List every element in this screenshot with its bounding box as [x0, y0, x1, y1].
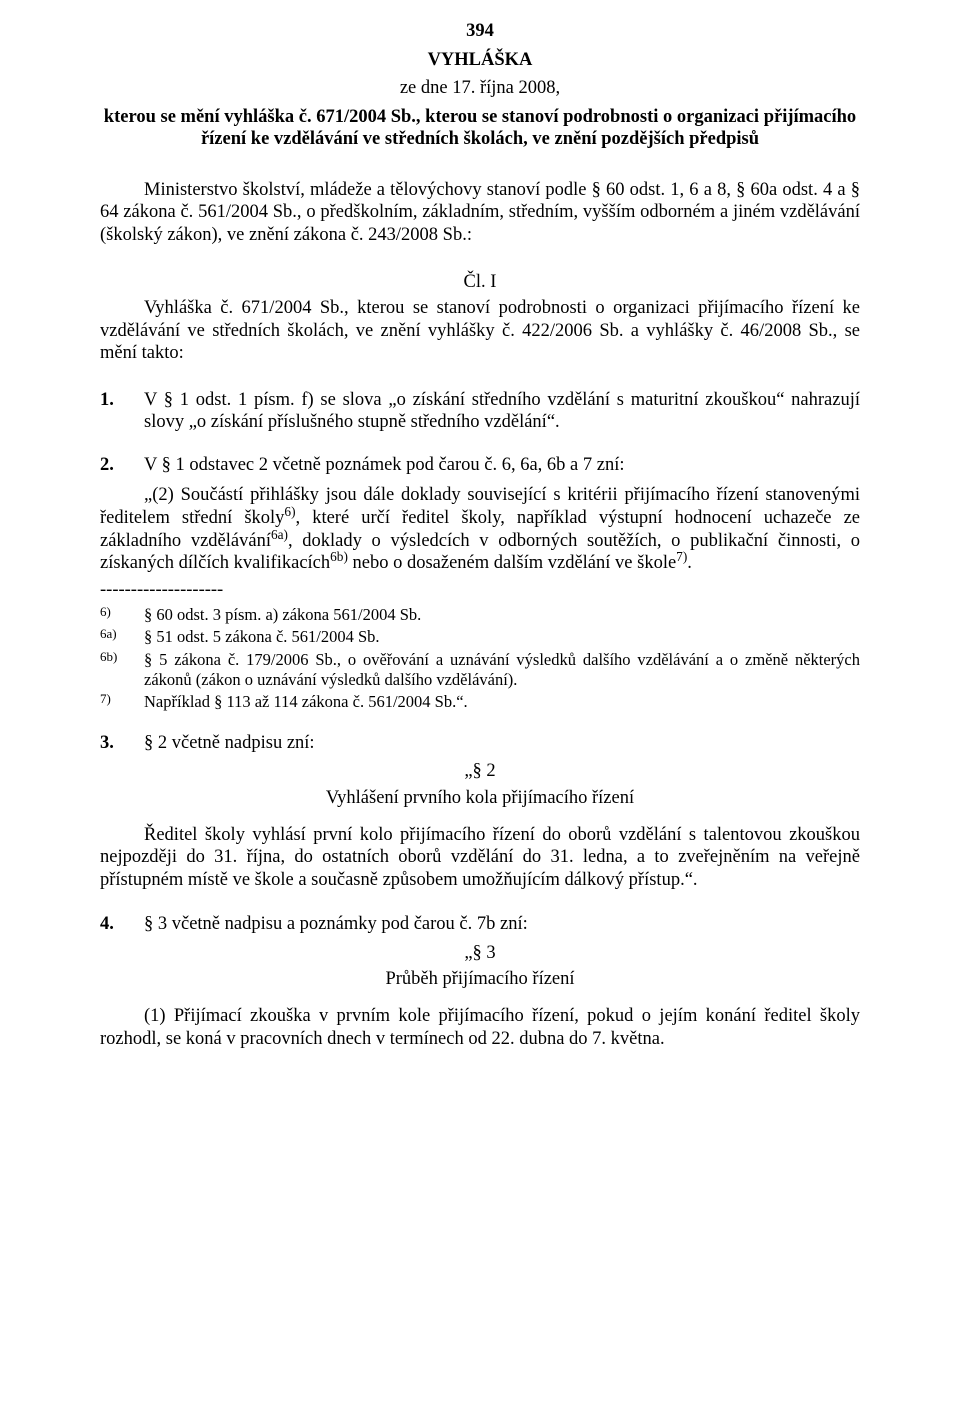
footnote-ref-6b: 6b) [330, 549, 348, 564]
amendment-item-4: 4. § 3 včetně nadpisu a poznámky pod čar… [100, 913, 860, 936]
preamble-block: Ministerstvo školství, mládeže a tělovýc… [100, 179, 860, 247]
footnote-6a: 6a) § 51 odst. 5 zákona č. 561/2004 Sb. [100, 627, 860, 647]
preamble-text: Ministerstvo školství, mládeže a tělovýc… [100, 179, 860, 247]
item-text: V § 1 odst. 1 písm. f) se slova „o získá… [144, 389, 860, 434]
item-lead: V § 1 odstavec 2 včetně poznámek pod čar… [144, 454, 860, 477]
footnote-ref-6: 6) [284, 504, 295, 519]
section-3-head: „§ 3 [100, 942, 860, 965]
footnote-mark: 6b) [100, 649, 144, 665]
section-2-title: Vyhlášení prvního kola přijímacího řízen… [100, 787, 860, 810]
item2-paragraph: „(2) Součástí přihlášky jsou dále doklad… [100, 484, 860, 574]
doc-type: VYHLÁŠKA [100, 49, 860, 72]
item-number: 1. [100, 389, 144, 434]
item-number: 2. [100, 454, 144, 477]
footnote-ref-7: 7) [676, 549, 687, 564]
footnote-7: 7) Například § 113 až 114 zákona č. 561/… [100, 692, 860, 712]
item-lead: § 3 včetně nadpisu a poznámky pod čarou … [144, 913, 860, 936]
footnote-6: 6) § 60 odst. 3 písm. a) zákona 561/2004… [100, 605, 860, 625]
footnote-text: § 60 odst. 3 písm. a) zákona 561/2004 Sb… [144, 605, 860, 625]
doc-number: 394 [100, 20, 860, 43]
item-lead: § 2 včetně nadpisu zní: [144, 732, 860, 755]
article-head: Čl. I [100, 271, 860, 294]
section-3-title: Průběh přijímacího řízení [100, 968, 860, 991]
amendment-item-3: 3. § 2 včetně nadpisu zní: [100, 732, 860, 755]
doc-date: ze dne 17. října 2008, [100, 77, 860, 100]
footnote-mark: 6) [100, 604, 144, 620]
doc-title: kterou se mění vyhláška č. 671/2004 Sb.,… [100, 106, 860, 151]
article-body: Vyhláška č. 671/2004 Sb., kterou se stan… [100, 297, 860, 365]
item-number: 3. [100, 732, 144, 755]
item-number: 4. [100, 913, 144, 936]
footnote-mark: 7) [100, 691, 144, 707]
item2-seg-e: . [687, 553, 692, 573]
footnote-ref-6a: 6a) [271, 526, 288, 541]
footnote-text: Například § 113 až 114 zákona č. 561/200… [144, 692, 860, 712]
footnote-mark: 6a) [100, 626, 144, 642]
footnotes-block: 6) § 60 odst. 3 písm. a) zákona 561/2004… [100, 605, 860, 712]
footnote-6b: 6b) § 5 zákona č. 179/2006 Sb., o ověřov… [100, 650, 860, 690]
section-3-body: (1) Přijímací zkouška v prvním kole přij… [100, 1005, 860, 1050]
footnote-text: § 51 odst. 5 zákona č. 561/2004 Sb. [144, 627, 860, 647]
item2-seg-d: nebo o dosaženém dalším vzdělání ve škol… [348, 553, 676, 573]
section-2-body: Ředitel školy vyhlásí první kolo přijíma… [100, 824, 860, 892]
footnote-text: § 5 zákona č. 179/2006 Sb., o ověřování … [144, 650, 860, 690]
section-2-head: „§ 2 [100, 760, 860, 783]
amendment-item-2: 2. V § 1 odstavec 2 včetně poznámek pod … [100, 454, 860, 477]
footnote-separator: -------------------- [100, 579, 860, 602]
amendment-item-1: 1. V § 1 odst. 1 písm. f) se slova „o zí… [100, 389, 860, 434]
